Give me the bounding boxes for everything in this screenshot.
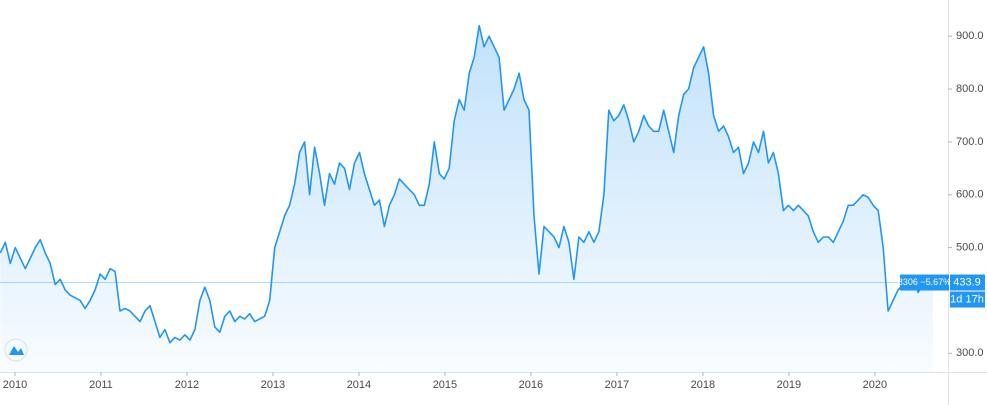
area-fill (0, 25, 934, 372)
countdown-tag (950, 291, 985, 308)
countdown: 1d 17h (950, 293, 984, 305)
x-tick-label: 2020 (863, 379, 887, 391)
x-tick-label: 2014 (347, 379, 371, 391)
y-tick-label: 700.0 (956, 136, 984, 148)
x-tick-label: 2013 (261, 379, 285, 391)
x-tick-label: 2017 (605, 379, 629, 391)
y-tick-label: 500.0 (956, 242, 984, 254)
x-tick-label: 2016 (519, 379, 543, 391)
y-tick-label: 800.0 (956, 83, 984, 95)
x-tick-label: 2015 (433, 379, 457, 391)
symbol-change: 8306 −5.67% (898, 277, 951, 287)
symbol-tag (900, 274, 949, 291)
price-label: 433.9 (953, 276, 981, 288)
x-tick-label: 2011 (89, 379, 113, 391)
y-tick-label: 300.0 (956, 347, 984, 359)
x-tick-label: 2018 (691, 379, 715, 391)
y-tick-label: 900.0 (956, 30, 984, 42)
price-line (0, 24, 934, 344)
x-tick-label: 2019 (777, 379, 801, 391)
x-tick-label: 2010 (3, 379, 27, 391)
price-tag (950, 274, 985, 291)
x-tick-label: 2012 (175, 379, 199, 391)
y-tick-label: 600.0 (956, 189, 984, 201)
